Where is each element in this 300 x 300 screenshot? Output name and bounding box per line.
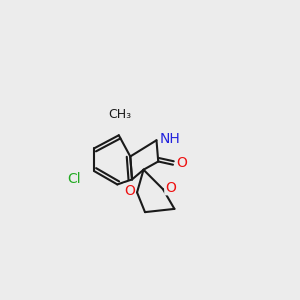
Text: O: O: [124, 184, 135, 198]
Text: NH: NH: [159, 132, 180, 146]
Text: O: O: [176, 156, 187, 170]
Text: CH₃: CH₃: [108, 108, 131, 121]
Text: Cl: Cl: [67, 172, 80, 186]
Text: O: O: [165, 181, 176, 195]
